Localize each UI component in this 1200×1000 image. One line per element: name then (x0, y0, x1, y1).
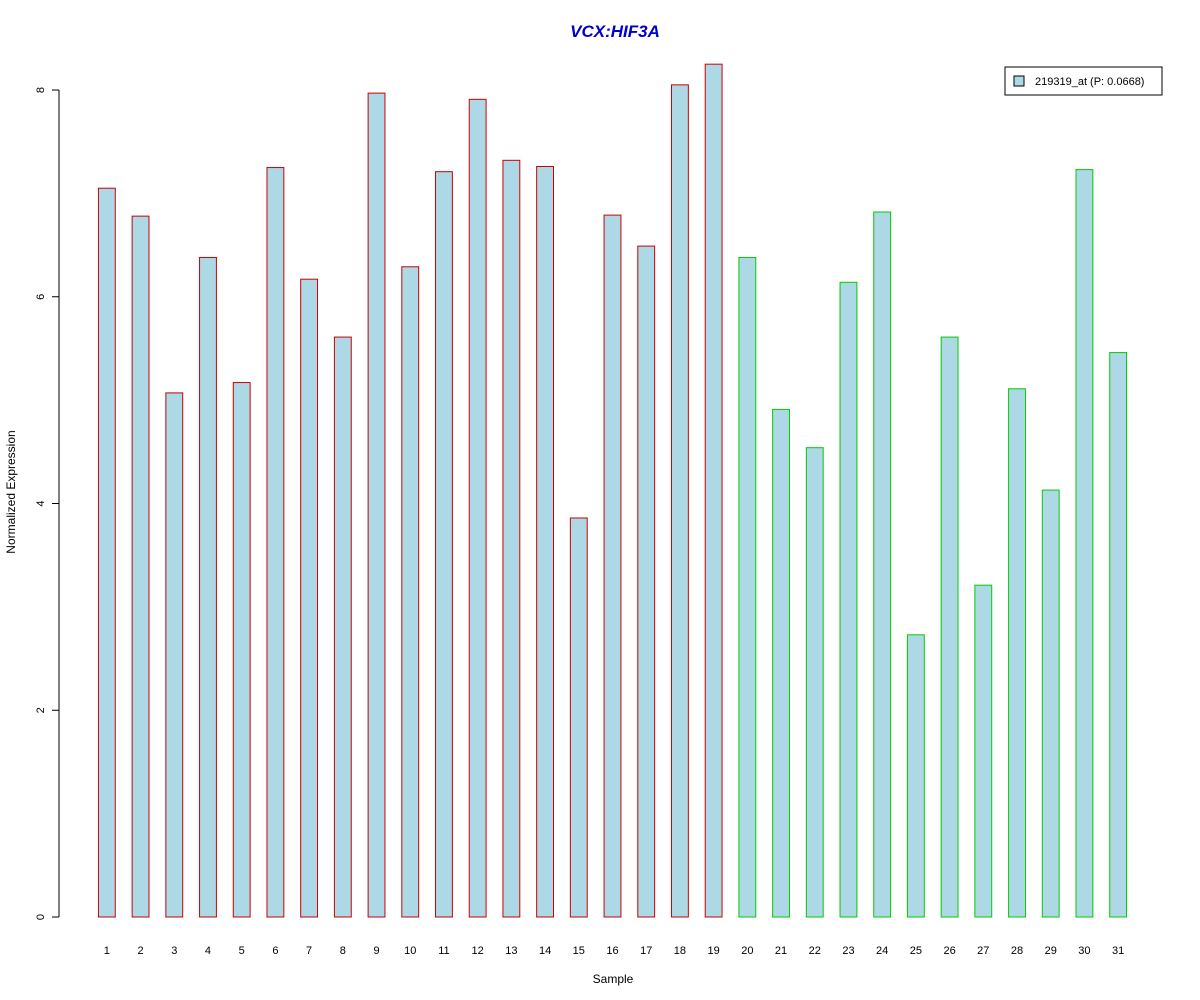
x-tick-label: 23 (842, 945, 854, 957)
x-tick-label: 28 (1011, 945, 1023, 957)
x-tick-label: 18 (674, 945, 686, 957)
x-tick-label: 19 (708, 945, 720, 957)
x-tick-label: 26 (943, 945, 955, 957)
x-tick-label: 6 (272, 945, 278, 957)
x-tick-label: 29 (1045, 945, 1057, 957)
x-tick-label: 10 (404, 945, 416, 957)
bar (738, 256, 757, 918)
x-tick-label: 24 (876, 945, 888, 957)
bar (603, 214, 622, 918)
bar (873, 211, 892, 918)
x-tick-label: 4 (205, 945, 211, 957)
x-tick-label: 22 (809, 945, 821, 957)
x-tick-label: 31 (1112, 945, 1124, 957)
bar (165, 392, 184, 918)
bar (97, 187, 116, 918)
x-tick-label: 25 (910, 945, 922, 957)
chart-title: VCX:HIF3A (570, 22, 660, 41)
bar (670, 84, 689, 918)
bar (1109, 352, 1128, 918)
bar (637, 245, 656, 918)
bar (805, 447, 824, 918)
bar (772, 408, 790, 918)
x-tick-label: 3 (171, 945, 177, 957)
x-tick-label: 17 (640, 945, 652, 957)
x-tick-label: 15 (573, 945, 585, 957)
bar (1075, 169, 1094, 918)
y-tick-label: 2 (35, 707, 47, 713)
legend-label: 219319_at (P: 0.0668) (1035, 76, 1144, 88)
x-tick-label: 8 (340, 945, 346, 957)
bar (536, 166, 555, 918)
legend-box (1004, 66, 1163, 96)
bar (468, 98, 487, 918)
x-tick-label: 11 (438, 945, 449, 957)
x-tick-label: 14 (539, 945, 551, 957)
legend-swatch (1013, 75, 1025, 87)
bar (1041, 489, 1060, 918)
y-tick-label: 4 (35, 500, 47, 506)
x-tick-label: 13 (505, 945, 517, 957)
bar (906, 634, 925, 918)
bar (1008, 388, 1026, 918)
x-tick-label: 27 (977, 945, 989, 957)
bar (704, 63, 723, 918)
bar (401, 266, 420, 918)
x-tick-label: 12 (472, 945, 484, 957)
y-tick-label: 6 (35, 294, 47, 300)
bar (266, 167, 285, 918)
bar (839, 281, 858, 918)
bars-group (97, 63, 1128, 918)
x-axis-label: Sample (593, 972, 634, 986)
y-tick-label: 0 (35, 914, 47, 920)
x-tick-labels: 1 2 3 4 5 6 7 8 9 10 11 12 13 14 15 16 17 18 19 20 21 22 23 24 2… (104, 945, 1124, 957)
x-tick-label: 7 (306, 945, 312, 957)
x-tick-label: 1 (104, 945, 110, 957)
legend: 219319_at (P: 0.0668) (1004, 66, 1163, 96)
bar (367, 92, 386, 918)
bar (940, 336, 959, 918)
x-tick-label: 30 (1078, 945, 1090, 957)
x-tick-label: 5 (239, 945, 245, 957)
bar (435, 171, 453, 918)
x-tick-label: 2 (138, 945, 144, 957)
bar (131, 215, 150, 918)
bar (569, 517, 588, 918)
x-tick-label: 20 (741, 945, 753, 957)
y-tick-label: 8 (35, 87, 47, 93)
x-tick-label: 21 (775, 945, 787, 957)
x-tick-label: 9 (373, 945, 379, 957)
bar (974, 584, 993, 918)
x-tick-label: 16 (606, 945, 618, 957)
y-axis: 0 2 4 6 8 (35, 87, 60, 920)
bar (502, 159, 521, 918)
bar (333, 336, 352, 918)
bar (300, 278, 319, 918)
bar (232, 382, 251, 918)
bar (199, 256, 217, 918)
y-axis-label: Normalized Expression (4, 430, 18, 553)
